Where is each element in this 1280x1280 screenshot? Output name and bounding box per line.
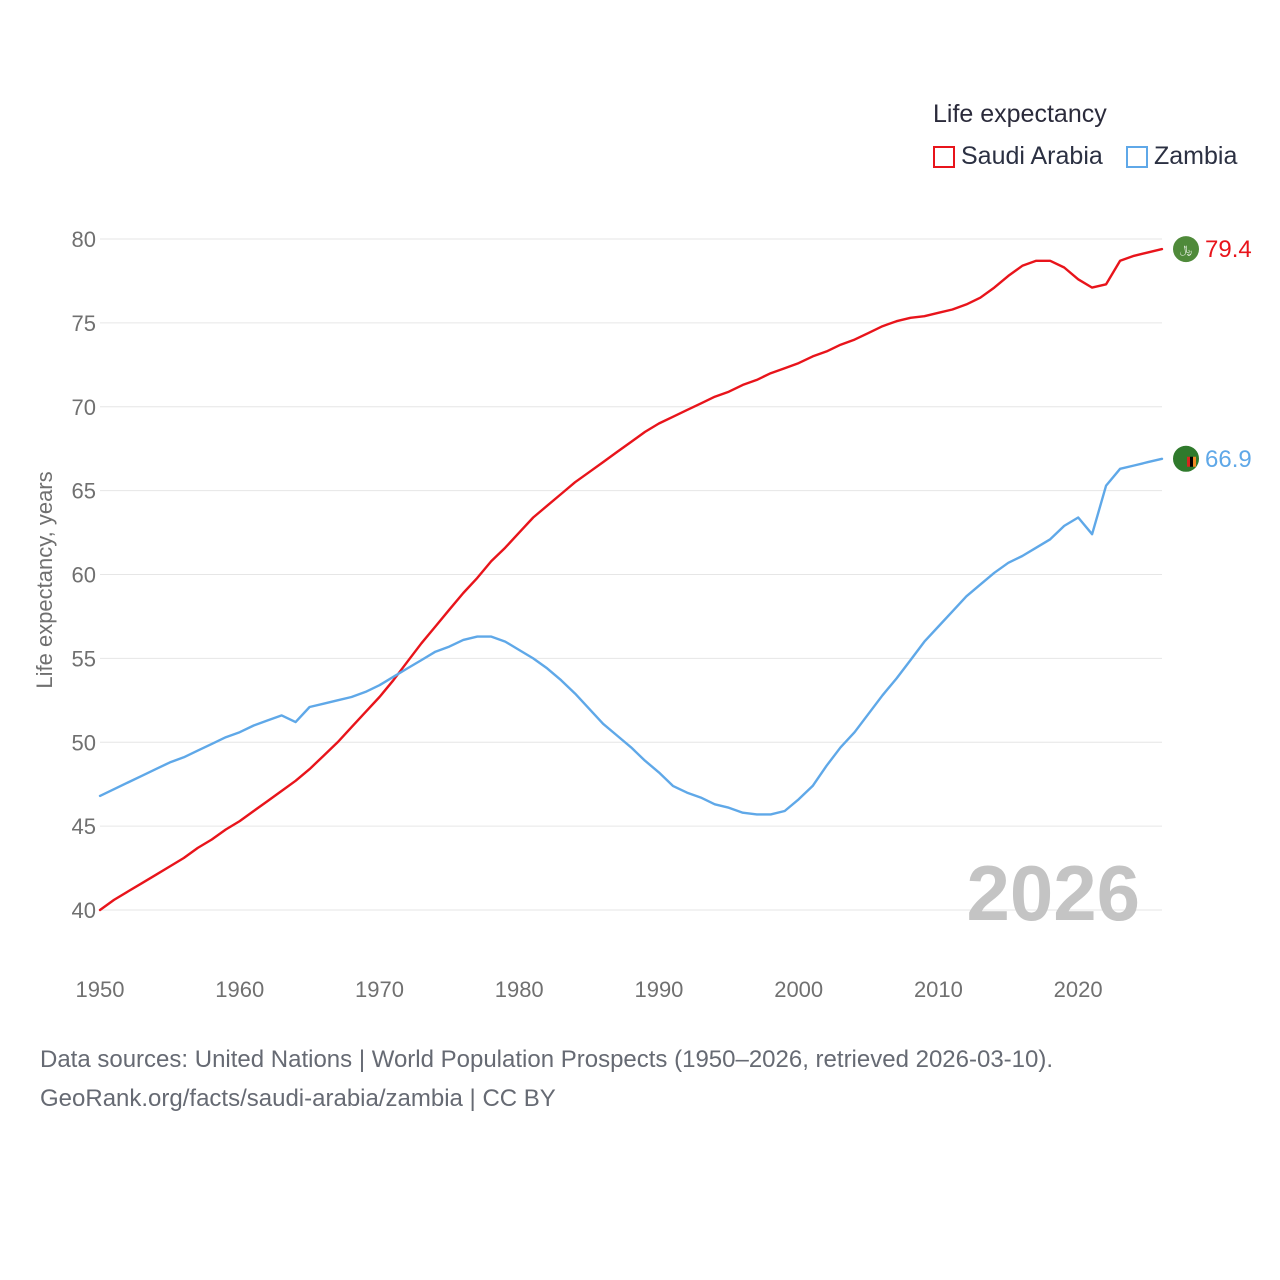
y-axis-title: Life expectancy, years: [32, 471, 57, 688]
current-year-label: 2026: [966, 849, 1140, 937]
y-tick-label: 55: [72, 646, 96, 671]
x-axis: 1950 1960 1970 1980 1990 2000 2010 2020: [76, 977, 1103, 1002]
svg-text:﷼: ﷼: [1180, 244, 1192, 257]
license-note[interactable]: GeoRank.org/facts/saudi-arabia/zambia | …: [40, 1085, 556, 1112]
legend-swatch-zambia: [1126, 145, 1148, 168]
y-tick-label: 50: [72, 730, 96, 755]
source-note: Data sources: United Nations | World Pop…: [40, 1046, 1054, 1073]
x-tick-label: 1970: [355, 977, 404, 1002]
x-tick-label: 2000: [774, 977, 823, 1002]
x-tick-label: 1950: [76, 977, 125, 1002]
y-tick-label: 40: [72, 898, 96, 923]
x-tick-label: 1980: [495, 977, 544, 1002]
x-tick-label: 2010: [914, 977, 963, 1002]
saudi-arabia-flag-icon: ﷼: [1171, 234, 1201, 265]
legend-label-saudi-arabia: Saudi Arabia: [961, 142, 1103, 170]
x-tick-label: 2020: [1054, 977, 1103, 1002]
zambia-flag-icon: [1171, 443, 1201, 474]
legend-item-saudi-arabia[interactable]: Saudi Arabia: [933, 142, 1103, 171]
legend-swatch-saudi-arabia: [933, 145, 955, 168]
gridlines: [100, 238, 1162, 911]
y-tick-label: 80: [72, 227, 96, 252]
y-tick-label: 45: [72, 814, 96, 839]
y-tick-label: 65: [72, 479, 96, 504]
series-line-saudi-arabia: [98, 247, 1164, 912]
y-tick-label: 70: [72, 395, 96, 420]
legend-title: Life expectancy: [933, 100, 1107, 128]
zambia-end-value: 66.9: [1205, 446, 1252, 473]
saudi-arabia-end-value: 79.4: [1205, 236, 1252, 263]
x-tick-label: 1990: [634, 977, 683, 1002]
x-tick-label: 1960: [215, 977, 264, 1002]
series: [98, 247, 1164, 912]
y-tick-label: 75: [72, 311, 96, 336]
legend-label-zambia: Zambia: [1154, 142, 1238, 170]
y-axis: 40 45 50 55 60 65 70 75 80: [72, 227, 96, 923]
legend-item-zambia[interactable]: Zambia: [1126, 142, 1237, 171]
y-tick-label: 60: [72, 563, 96, 588]
series-line-zambia: [98, 457, 1164, 816]
